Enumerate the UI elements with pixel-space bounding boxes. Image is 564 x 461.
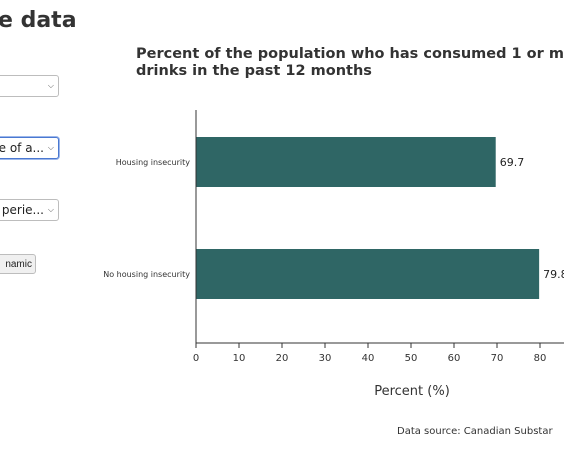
filter-select-2-value: e of a...: [0, 141, 44, 155]
x-tick-label-3: 30: [319, 353, 332, 364]
category-label-1: No housing insecurity: [103, 270, 190, 279]
x-tick-label-8: 80: [534, 353, 547, 364]
x-tick-label-1: 10: [233, 353, 246, 364]
chevron-down-icon: ⌵: [47, 81, 54, 90]
x-tick-label-5: 50: [405, 353, 418, 364]
value-label-0: 69.7: [500, 156, 524, 169]
x-tick-label-4: 40: [362, 353, 375, 364]
filter-select-3[interactable]: perie... ⌵: [0, 199, 59, 221]
dynamic-button[interactable]: namic: [0, 254, 36, 274]
chevron-down-icon: ⌵: [47, 143, 54, 152]
x-tick-label-6: 60: [448, 353, 461, 364]
x-axis-label: Percent (%): [374, 384, 450, 399]
bar-0: [196, 137, 496, 187]
data-source-note: Data source: Canadian Substar: [397, 426, 553, 437]
chevron-down-icon: ⌵: [47, 205, 54, 214]
x-tick-label-2: 20: [276, 353, 289, 364]
chart-title-line-2: drinks in the past 12 months: [136, 63, 372, 79]
page-heading: e data: [0, 8, 77, 33]
bar-1: [196, 249, 540, 299]
chart-title: Percent of the population who has consum…: [136, 46, 564, 80]
filter-select-3-value: perie...: [1, 203, 44, 217]
x-tick-label-7: 70: [491, 353, 504, 364]
filter-select-1[interactable]: ⌵: [0, 75, 59, 97]
filter-select-2[interactable]: e of a... ⌵: [0, 137, 59, 159]
x-tick-label-0: 0: [193, 353, 199, 364]
value-label-1: 79.8: [543, 268, 564, 281]
category-label-0: Housing insecurity: [116, 158, 191, 167]
chart-title-line-1: Percent of the population who has consum…: [136, 46, 564, 62]
